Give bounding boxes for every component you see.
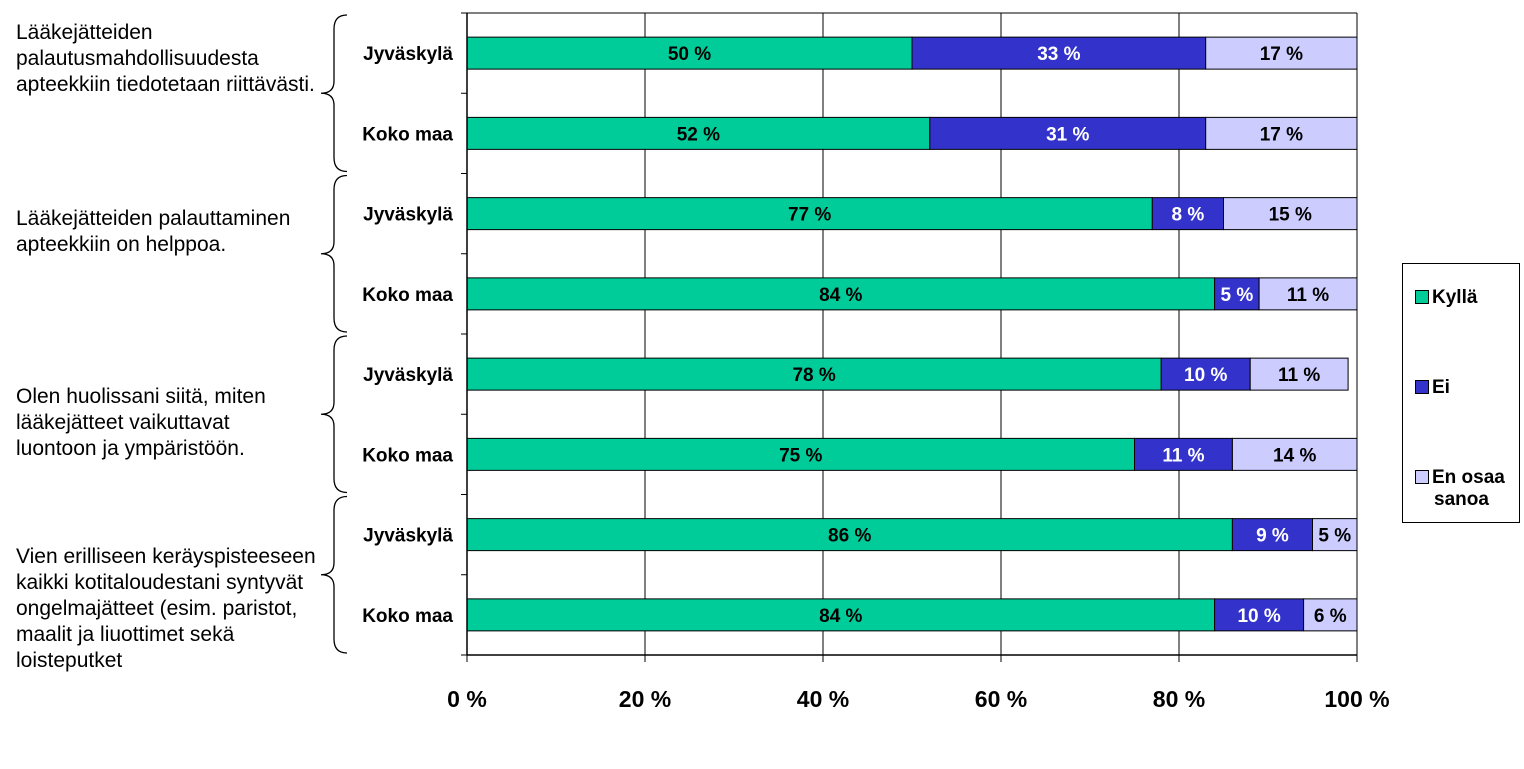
bar-segment [911,36,1207,70]
data-label: 8 % [1172,205,1205,226]
question-1: Lääkejätteiden palautusmahdollisuudesta … [16,21,315,96]
data-label: 9 % [1256,526,1289,547]
group-brace [320,174,348,333]
category-label: Koko maa [362,606,453,627]
legend-swatch-kylla [1415,290,1429,304]
bar-segment [1312,518,1358,552]
bar-segment [1231,437,1358,471]
data-label: 14 % [1273,445,1316,466]
data-label: 15 % [1269,205,1312,226]
bar-segment [466,197,1153,231]
x-tick-label: 20 % [619,686,671,712]
question-2: Lääkejätteiden palauttaminen apteekkiin … [16,207,291,256]
bar-segment [1160,357,1251,391]
bar-segment [1134,437,1233,471]
legend-item-ei: Ei [1415,377,1450,399]
bar-segment [929,116,1207,150]
group-brace [320,335,348,494]
legend-swatch-eos [1415,470,1429,484]
data-label: 10 % [1184,365,1227,386]
data-label: 52 % [677,124,720,145]
data-label: 50 % [668,44,711,65]
bar-segment [466,518,1233,552]
x-tick-label: 60 % [975,686,1027,712]
legend-label-eos-2: sanoa [1434,489,1489,510]
bar-segment [466,357,1162,391]
data-label: 86 % [828,526,871,547]
bar-segment [1223,197,1358,231]
legend-item-kylla: Kyllä [1415,287,1477,309]
category-label: Koko maa [362,285,453,306]
bar-segment [466,36,913,70]
bar-segment [1205,36,1358,70]
bar-segment [1303,598,1358,632]
data-label: 5 % [1318,526,1351,547]
legend-label-eos-1: En osaa [1432,467,1505,488]
data-label: 6 % [1314,606,1347,627]
legend-swatch-ei [1415,380,1429,394]
data-label: 11 % [1278,365,1320,386]
bar-segment [1231,518,1314,552]
x-tick-label: 100 % [1324,686,1389,712]
bar-segment [1258,277,1358,311]
data-label: 75 % [779,445,822,466]
data-label: 77 % [788,205,831,226]
bar-segment [1205,116,1358,150]
bar-segment [1151,197,1225,231]
x-tick-label: 80 % [1153,686,1205,712]
bar-segment [466,437,1135,471]
data-label: 17 % [1260,44,1303,65]
data-label: 84 % [819,606,862,627]
legend: Kyllä Ei En osaa sanoa [1402,263,1520,523]
data-label: 17 % [1260,124,1303,145]
category-label: Jyväskylä [363,205,453,226]
bar-segment [1214,598,1305,632]
x-tick-label: 40 % [797,686,849,712]
legend-label-ei: Ei [1432,377,1450,398]
category-label: Jyväskylä [363,44,453,65]
legend-item-eos: En osaa sanoa [1415,467,1505,511]
category-label: Koko maa [362,445,453,466]
data-label: 78 % [792,365,835,386]
data-label: 11 % [1287,285,1329,306]
group-brace [320,495,348,654]
data-label: 31 % [1046,124,1089,145]
question-4: Vien erilliseen keräyspisteeseen kaikki … [16,545,316,672]
category-label: Jyväskylä [363,365,453,386]
category-label: Koko maa [362,124,453,145]
bar-segment [1249,357,1349,391]
category-label: Jyväskylä [363,526,453,547]
data-label: 84 % [819,285,862,306]
data-label: 11 % [1162,445,1204,466]
data-label: 33 % [1037,44,1080,65]
x-tick-label: 0 % [447,686,487,712]
data-label: 10 % [1237,606,1280,627]
question-3: Olen huolissani siitä, miten lääkejättee… [16,385,266,460]
data-label: 5 % [1220,285,1253,306]
legend-label-kylla: Kyllä [1432,287,1478,308]
group-brace [320,14,348,173]
